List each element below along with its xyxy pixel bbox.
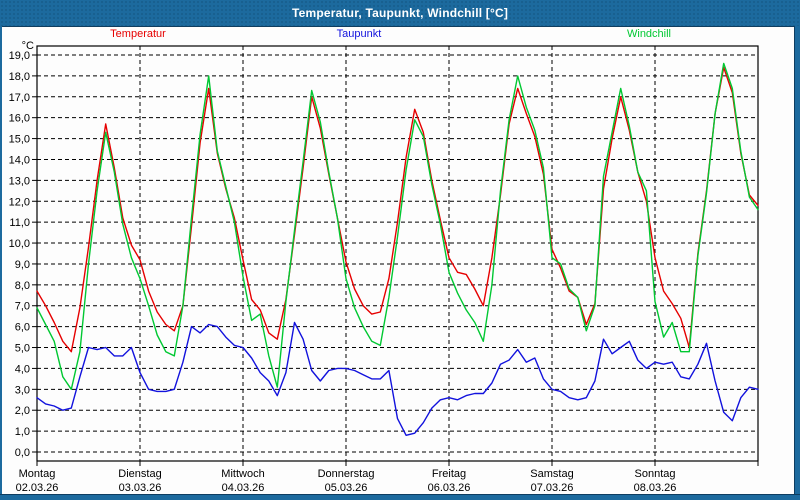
x-axis-weekday-label: Samstag	[530, 468, 573, 480]
window-frame-right	[794, 26, 800, 500]
y-axis-tick-label: 11,0	[9, 217, 30, 229]
y-axis-tick-label: 15,0	[9, 134, 30, 146]
y-axis-tick-label: 10,0	[9, 238, 30, 250]
y-axis-tick-label: 14,0	[9, 154, 30, 166]
plot-border	[36, 45, 759, 462]
y-axis-tick-label: 7,0	[15, 301, 30, 313]
legend-windchill: Windchill	[626, 28, 672, 40]
legend-temperatur: Temperatur	[110, 28, 166, 40]
y-axis-tick-label: 13,0	[9, 175, 30, 187]
x-axis-weekday-label: Sonntag	[635, 468, 676, 480]
series-windchill-line	[36, 62, 759, 390]
series-temperatur-line	[36, 66, 759, 353]
x-axis-date-label: 07.03.26	[531, 482, 574, 494]
y-axis-tick-label: 18,0	[9, 71, 30, 83]
y-axis-unit-label: °C	[22, 40, 34, 52]
title-bar: Temperatur, Taupunkt, Windchill [°C]	[0, 0, 800, 27]
x-axis-date-label: 04.03.26	[222, 482, 265, 494]
chart-legend: Temperatur Taupunkt Windchill	[0, 28, 800, 42]
y-axis-tick-label: 4,0	[15, 363, 30, 375]
x-axis-date-label: 05.03.26	[325, 482, 368, 494]
y-axis-tick-label: 12,0	[9, 196, 30, 208]
y-axis-tick-label: 0,0	[15, 447, 30, 459]
y-axis-tick-label: 9,0	[15, 259, 30, 271]
y-axis-tick-label: 3,0	[15, 384, 30, 396]
y-axis-tick-label: 6,0	[15, 322, 30, 334]
window-frame-left	[0, 26, 2, 500]
y-axis-tick-label: 17,0	[9, 92, 30, 104]
x-axis-date-label: 06.03.26	[428, 482, 471, 494]
y-axis-tick-label: 8,0	[15, 280, 30, 292]
y-axis-tick-label: 2,0	[15, 405, 30, 417]
x-axis-weekday-label: Mittwoch	[221, 468, 264, 480]
x-axis-weekday-label: Montag	[19, 468, 56, 480]
x-axis-weekday-label: Dienstag	[118, 468, 161, 480]
series-taupunkt-line	[36, 321, 759, 436]
x-axis-date-label: 02.03.26	[16, 482, 59, 494]
x-axis-date-label: 08.03.26	[634, 482, 677, 494]
window-frame-bottom	[0, 494, 800, 500]
x-axis-weekday-label: Donnerstag	[318, 468, 375, 480]
legend-taupunkt: Taupunkt	[336, 28, 382, 40]
y-axis-tick-label: 19,0	[9, 50, 30, 62]
x-axis-weekday-label: Freitag	[432, 468, 466, 480]
y-axis-tick-label: 1,0	[15, 426, 30, 438]
x-axis-date-label: 03.03.26	[119, 482, 162, 494]
window-title: Temperatur, Taupunkt, Windchill [°C]	[291, 6, 509, 20]
y-axis-tick-label: 16,0	[9, 113, 30, 125]
y-axis-tick-label: 5,0	[15, 343, 30, 355]
